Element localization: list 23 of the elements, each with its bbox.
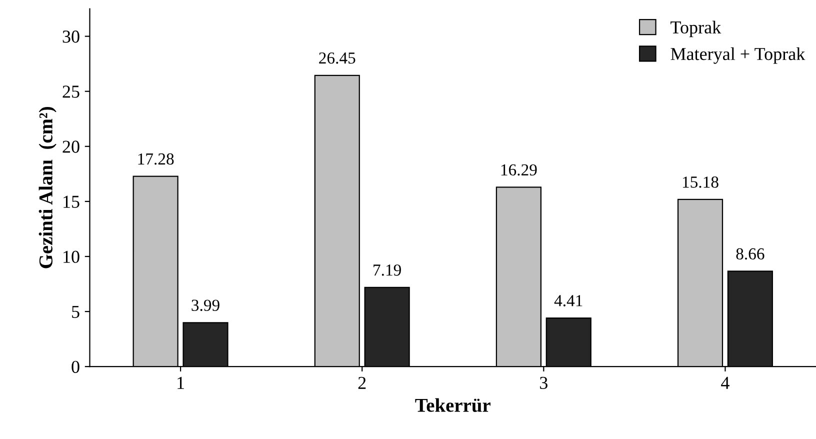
y-tick-label: 10 — [64, 250, 80, 263]
y-tick-label: 20 — [62, 140, 80, 153]
data-label: 4.41 — [554, 295, 582, 306]
data-label: 7.19 — [374, 264, 401, 276]
y-tick-label: 5 — [72, 306, 80, 318]
x-axis-title: Tekerrür — [415, 398, 490, 412]
x-tick-label: 4 — [721, 376, 730, 389]
y-tick-label: 25 — [62, 86, 80, 98]
data-label: 16.29 — [501, 164, 537, 176]
y-tick-label: 0 — [72, 360, 80, 374]
data-label: 17.28 — [138, 153, 174, 165]
y-axis-title: Gezinti Alanı (cm²) — [38, 107, 56, 268]
x-tick-label: 2 — [358, 376, 366, 389]
data-label: 26.45 — [319, 52, 356, 64]
x-tick-label: 1 — [178, 376, 184, 389]
legend-label: Materyal + Toprak — [670, 47, 806, 64]
data-label: 15.18 — [682, 176, 718, 188]
y-tick-label: 30 — [62, 30, 80, 43]
data-label: 8.66 — [736, 248, 764, 260]
y-tick-label: 15 — [64, 196, 80, 208]
x-tick-label: 3 — [540, 376, 548, 389]
legend-label: Toprak — [670, 20, 722, 38]
data-label: 3.99 — [192, 300, 220, 311]
